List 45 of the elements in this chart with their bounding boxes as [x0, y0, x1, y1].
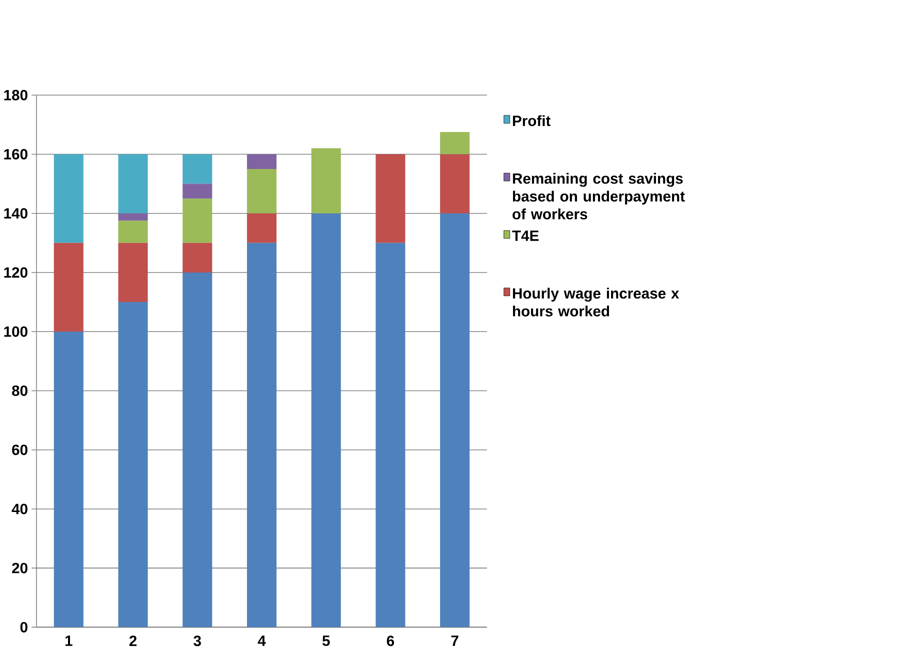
x-tick-label: 7	[451, 636, 458, 646]
bar	[246, 154, 277, 170]
bar	[182, 154, 212, 184]
legend-label: Profit	[512, 115, 551, 126]
y-tick-label: 100	[4, 326, 28, 338]
y-tick-label: 60	[12, 444, 28, 456]
bar	[118, 220, 148, 244]
y-tick-label: 160	[4, 149, 28, 160]
x-tick-label: 6	[386, 636, 394, 646]
x-tick-label: 2	[129, 636, 137, 646]
bar	[182, 272, 212, 628]
bar	[54, 154, 84, 244]
bar	[246, 169, 277, 214]
bar	[440, 132, 470, 154]
bar	[440, 154, 470, 214]
x-tick-label: 3	[194, 636, 201, 646]
bar	[118, 214, 148, 221]
bar	[311, 148, 341, 214]
x-tick-label: 5	[322, 636, 330, 646]
y-tick-label: 120	[4, 267, 28, 278]
bar	[118, 243, 148, 302]
x-tick-label: 1	[65, 636, 72, 646]
y-tick-label: 180	[4, 90, 28, 101]
y-tick-label: 20	[12, 563, 28, 574]
bar	[376, 243, 406, 628]
y-tick-label: 140	[4, 208, 28, 219]
bar	[311, 214, 341, 628]
bar	[182, 184, 212, 199]
bar	[54, 243, 84, 332]
x-tick-label: 4	[258, 636, 266, 646]
y-tick-label: 0	[20, 622, 28, 633]
y-tick-label: 40	[12, 504, 28, 514]
legend-label: Remaining cost savings based on underpayment of workers	[512, 173, 685, 220]
bar	[246, 214, 277, 244]
legend-label: T4E	[512, 230, 539, 242]
bar	[182, 198, 212, 244]
bar	[118, 302, 148, 628]
bar	[440, 214, 470, 628]
bar	[376, 154, 406, 244]
legend-label: Hourly wage increase x hours worked	[512, 288, 680, 317]
bar	[246, 243, 277, 628]
bar	[118, 154, 148, 214]
bar	[54, 332, 84, 628]
bar	[182, 243, 212, 273]
y-tick-label: 80	[12, 386, 28, 396]
